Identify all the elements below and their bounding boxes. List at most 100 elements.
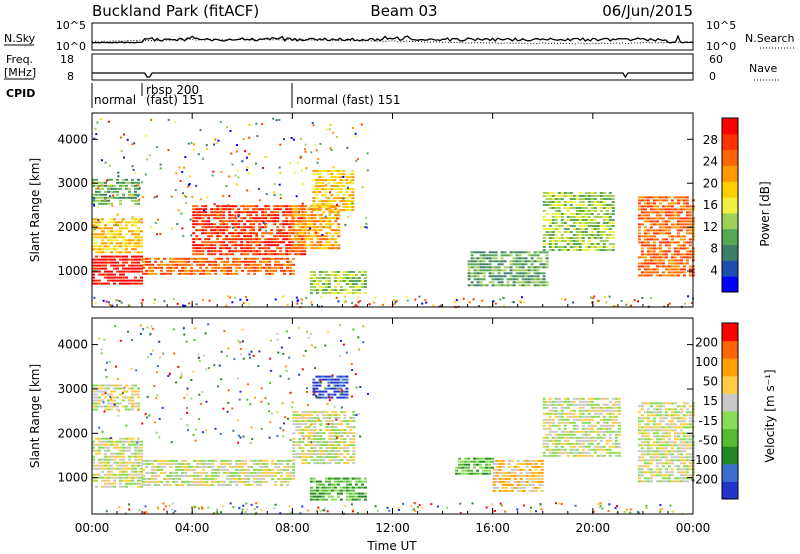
data-cell: [563, 439, 567, 442]
scatter-cell: [351, 202, 354, 205]
data-cell: [533, 278, 537, 281]
data-cell: [554, 246, 558, 248]
data-cell: [282, 226, 286, 229]
data-cell: [119, 236, 122, 239]
data-cell: [276, 247, 280, 250]
data-cell: [596, 430, 600, 433]
data-cell: [566, 219, 570, 221]
data-cell: [664, 402, 668, 405]
data-cell: [313, 447, 317, 450]
data-cell: [131, 270, 134, 273]
data-cell: [530, 266, 534, 269]
data-cell: [134, 267, 137, 270]
data-cell: [273, 250, 277, 253]
data-cell: [649, 229, 653, 232]
data-cell: [599, 204, 603, 206]
data-cell: [506, 278, 510, 281]
data-cell: [316, 420, 320, 423]
data-cell: [676, 235, 680, 238]
data-cell: [277, 471, 281, 474]
data-cell: [640, 235, 644, 238]
scatter-cell: [301, 202, 304, 205]
data-cell: [247, 471, 251, 474]
data-cell: [316, 241, 320, 244]
data-cell: [581, 424, 585, 427]
scatter-cell: [414, 298, 417, 301]
data-cell: [125, 270, 128, 273]
data-cell: [643, 220, 647, 223]
data-cell: [98, 473, 101, 476]
scatter-cell: [314, 144, 317, 147]
data-cell: [542, 263, 546, 266]
data-cell: [682, 217, 686, 220]
data-cell: [608, 400, 612, 403]
data-cell: [315, 170, 319, 173]
data-cell: [351, 492, 355, 495]
data-cell: [467, 472, 471, 475]
data-cell: [351, 209, 355, 212]
scatter-cell: [304, 150, 307, 153]
data-cell: [125, 467, 128, 470]
data-cell: [578, 213, 582, 215]
data-cell: [464, 463, 468, 466]
data-cell: [247, 468, 251, 471]
data-cell: [560, 222, 564, 224]
data-cell: [315, 179, 319, 182]
data-cell: [253, 471, 257, 474]
data-cell: [265, 459, 269, 462]
data-cell: [614, 409, 618, 412]
data-cell: [673, 217, 677, 220]
data-cell: [313, 453, 317, 456]
data-cell: [327, 173, 331, 176]
data-cell: [346, 435, 350, 438]
data-cell: [122, 396, 125, 399]
scatter-cell: [279, 197, 282, 200]
data-cell: [494, 266, 498, 269]
data-cell: [313, 432, 317, 435]
data-cell: [125, 248, 128, 251]
data-cell: [542, 240, 546, 242]
data-cell: [198, 217, 202, 220]
data-cell: [285, 217, 289, 220]
data-cell: [261, 241, 265, 244]
data-cell: [166, 480, 170, 483]
data-cell: [264, 232, 268, 235]
data-cell: [593, 201, 597, 203]
data-cell: [599, 231, 603, 233]
data-cell: [614, 415, 618, 418]
data-cell: [292, 272, 296, 275]
data-cell: [300, 217, 304, 220]
data-cell: [652, 196, 656, 199]
data-cell: [166, 459, 170, 462]
data-cell: [569, 213, 573, 215]
data-cell: [611, 418, 615, 421]
data-cell: [548, 228, 552, 230]
data-cell: [685, 402, 689, 405]
data-cell: [246, 220, 250, 223]
data-cell: [110, 178, 113, 181]
data-cell: [664, 223, 668, 226]
data-cell: [557, 442, 561, 445]
data-cell: [360, 483, 364, 486]
scatter-cell: [233, 296, 236, 299]
data-cell: [327, 277, 331, 279]
scatter-cell: [392, 299, 395, 302]
data-cell: [643, 256, 647, 259]
data-cell: [566, 240, 570, 242]
data-cell: [295, 232, 299, 235]
data-cell: [169, 269, 173, 272]
data-cell: [214, 272, 218, 275]
data-cell: [605, 418, 609, 421]
data-cell: [110, 408, 113, 411]
data-cell: [137, 396, 140, 399]
data-cell: [599, 454, 603, 457]
data-cell: [256, 471, 260, 474]
data-cell: [318, 393, 322, 396]
data-cell: [661, 196, 665, 199]
data-cell: [655, 259, 659, 262]
data-cell: [661, 208, 665, 211]
scatter-cell: [107, 301, 110, 304]
data-cell: [205, 465, 209, 468]
data-cell: [524, 260, 528, 263]
scatter-cell: [360, 226, 363, 229]
